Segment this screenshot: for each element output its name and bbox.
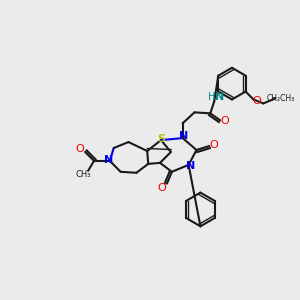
Text: CH₃: CH₃ bbox=[75, 170, 91, 179]
Text: O: O bbox=[221, 116, 230, 126]
Text: H: H bbox=[208, 92, 215, 103]
Text: O: O bbox=[210, 140, 219, 150]
Text: N: N bbox=[104, 155, 113, 165]
Text: N: N bbox=[186, 161, 195, 171]
Text: O: O bbox=[76, 144, 85, 154]
Text: N: N bbox=[179, 131, 188, 141]
Text: N: N bbox=[214, 92, 224, 103]
Text: O: O bbox=[252, 97, 261, 106]
Text: O: O bbox=[158, 183, 166, 193]
Text: S: S bbox=[157, 134, 165, 144]
Text: CH₂CH₃: CH₂CH₃ bbox=[267, 94, 295, 103]
